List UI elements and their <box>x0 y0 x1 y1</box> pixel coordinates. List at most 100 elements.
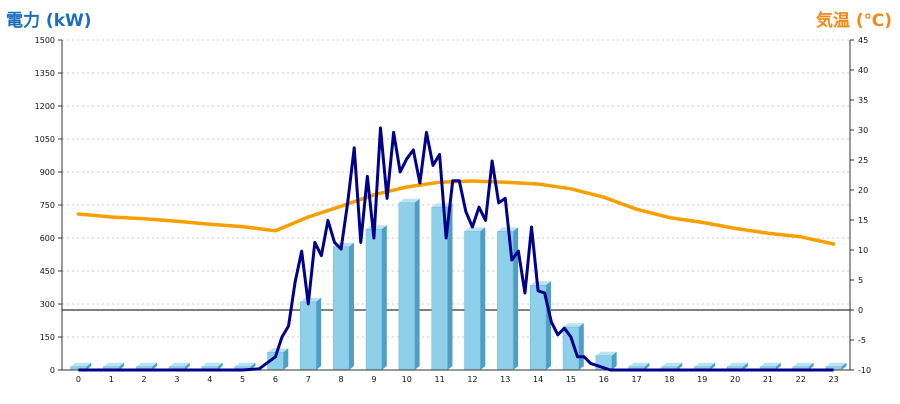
right-tick-label: 5 <box>858 276 863 285</box>
x-tick-label: 14 <box>533 375 543 384</box>
bar-side <box>151 362 157 370</box>
bar-side <box>348 242 354 370</box>
bar-side <box>841 362 847 370</box>
bar <box>562 326 580 371</box>
x-tick-label: 13 <box>500 375 510 384</box>
bar-top <box>694 362 716 367</box>
bar-top <box>70 362 92 367</box>
right-tick-label: 25 <box>858 156 868 165</box>
bar-side <box>86 362 92 370</box>
bar-top <box>234 362 256 367</box>
left-tick-label: 750 <box>40 201 55 210</box>
x-tick-label: 21 <box>763 375 773 384</box>
left-tick-label: 900 <box>40 168 55 177</box>
bar <box>464 231 481 371</box>
left-tick-label: 600 <box>40 234 55 243</box>
bar-top <box>628 362 650 367</box>
left-tick-label: 450 <box>40 267 55 276</box>
bar-side <box>480 227 486 370</box>
bar-side <box>381 225 387 370</box>
temperature-line <box>76 179 836 246</box>
bar-side <box>742 362 748 370</box>
bar-side <box>578 323 584 370</box>
bar-top <box>136 362 157 367</box>
bar-top <box>103 362 125 367</box>
bar-side <box>513 227 519 370</box>
bar-side <box>184 362 190 370</box>
bar-top <box>792 362 814 367</box>
bar <box>300 301 317 371</box>
x-tick-label: 11 <box>434 375 444 384</box>
bar-top <box>169 362 190 367</box>
left-tick-label: 0 <box>50 366 55 375</box>
x-tick-label: 2 <box>142 375 147 384</box>
bar-side <box>283 348 289 370</box>
right-tick-label: 20 <box>858 186 868 195</box>
bar-top <box>563 323 584 328</box>
x-tick-label: 4 <box>207 375 212 384</box>
bar-side <box>217 362 223 370</box>
x-tick-label: 23 <box>828 375 838 384</box>
x-tick-label: 6 <box>273 375 278 384</box>
bar-top <box>760 362 781 367</box>
x-tick-label: 18 <box>664 375 674 384</box>
right-tick-label: 0 <box>858 306 863 315</box>
x-tick-label: 7 <box>306 375 311 384</box>
bar-side <box>447 203 453 370</box>
power-line <box>78 126 834 372</box>
x-tick-label: 3 <box>174 375 179 384</box>
left-tick-label: 1350 <box>35 69 55 78</box>
bar-side <box>644 362 650 370</box>
right-tick-label: 40 <box>858 66 868 75</box>
bar-top <box>530 281 551 286</box>
bar <box>365 228 383 371</box>
x-tick-label: 9 <box>371 375 376 384</box>
x-tick-label: 0 <box>76 375 81 384</box>
x-tick-label: 16 <box>599 375 609 384</box>
right-tick-label: -5 <box>858 336 866 345</box>
x-tick-label: 12 <box>467 375 477 384</box>
bar-top <box>825 362 847 367</box>
bar-side <box>414 198 420 370</box>
x-tick-label: 22 <box>796 375 806 384</box>
left-axis-title: 電力 (kW) <box>6 11 92 31</box>
x-tick-label: 8 <box>339 375 344 384</box>
right-tick-label: -10 <box>858 366 871 375</box>
right-tick-label: 15 <box>858 216 868 225</box>
bar <box>398 202 415 371</box>
left-tick-label: 1500 <box>35 36 55 45</box>
left-tick-label: 150 <box>40 333 55 342</box>
right-tick-label: 10 <box>858 246 868 255</box>
x-tick-label: 19 <box>697 375 707 384</box>
bar-side <box>775 362 781 370</box>
bar-side <box>677 362 683 370</box>
bar-top <box>595 351 617 356</box>
left-tick-label: 1050 <box>35 135 55 144</box>
left-tick-label: 1200 <box>35 102 55 111</box>
x-tick-label: 5 <box>240 375 245 384</box>
bar-side <box>119 362 125 370</box>
left-tick-label: 300 <box>40 300 55 309</box>
right-tick-label: 35 <box>858 96 868 105</box>
x-tick-label: 20 <box>730 375 740 384</box>
bar-top <box>661 362 683 367</box>
right-tick-label: 30 <box>858 126 868 135</box>
x-tick-label: 1 <box>109 375 114 384</box>
bar-top <box>727 362 748 367</box>
bar-top <box>398 198 420 203</box>
x-tick-label: 17 <box>631 375 641 384</box>
bar-top <box>201 362 223 367</box>
right-axis-title: 気温 (℃) <box>815 11 892 31</box>
bar <box>332 246 350 371</box>
bar-side <box>808 362 814 370</box>
right-tick-label: 45 <box>858 36 868 45</box>
bar-top <box>464 227 486 232</box>
bar-side <box>545 281 551 370</box>
bar-top <box>300 297 322 302</box>
bar-side <box>316 297 322 370</box>
bar <box>529 285 547 371</box>
bar-side <box>611 351 617 370</box>
x-tick-label: 10 <box>402 375 412 384</box>
x-tick-label: 15 <box>566 375 576 384</box>
